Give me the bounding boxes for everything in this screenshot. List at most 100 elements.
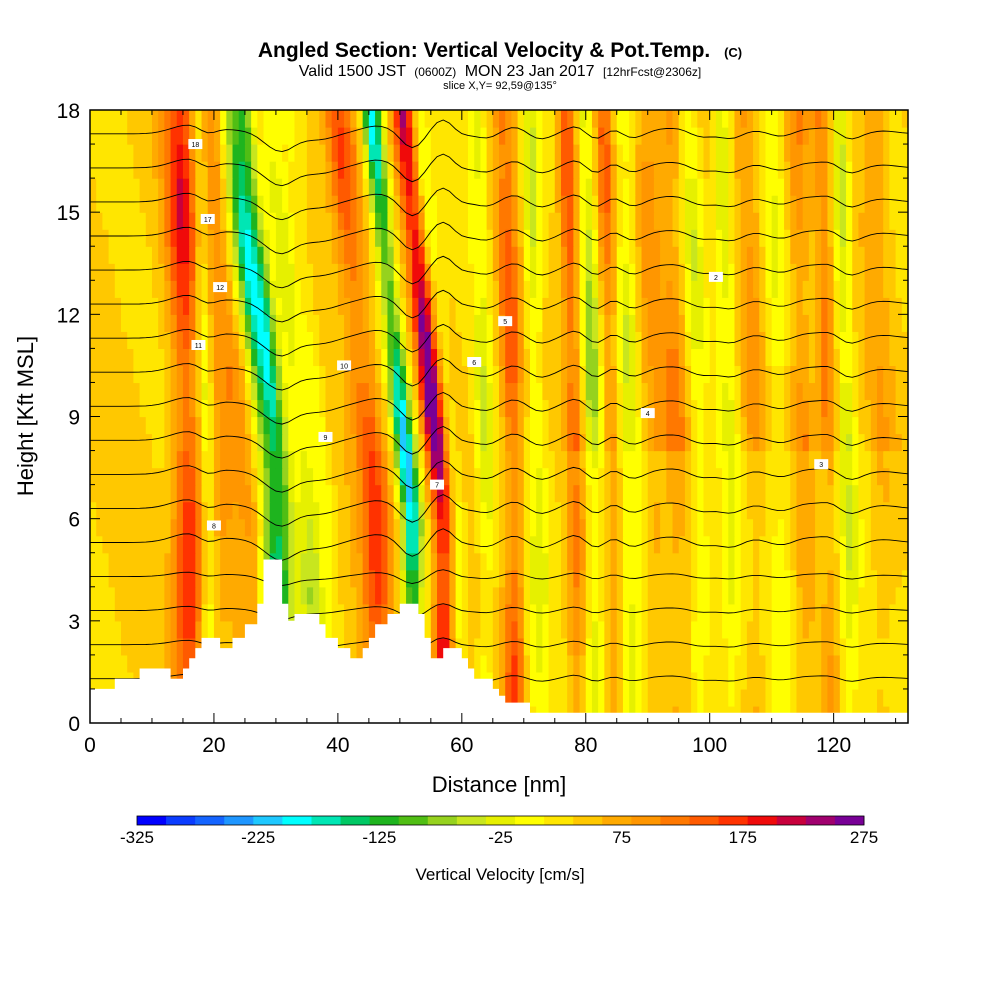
velocity-cell	[883, 263, 891, 281]
velocity-cell	[839, 416, 847, 435]
velocity-cell	[362, 178, 370, 196]
velocity-cell	[443, 144, 451, 162]
velocity-cell	[666, 297, 674, 315]
velocity-cell	[691, 671, 698, 690]
velocity-cell	[120, 399, 128, 418]
velocity-cell	[158, 569, 165, 588]
velocity-cell	[722, 484, 729, 503]
velocity-cell	[102, 569, 110, 588]
velocity-cell	[901, 603, 908, 622]
isotherm-line	[90, 357, 908, 391]
velocity-cell	[554, 195, 562, 213]
velocity-cell	[424, 144, 432, 162]
velocity-cell	[678, 365, 686, 384]
velocity-cell	[691, 450, 698, 469]
velocity-cell	[808, 246, 816, 264]
velocity-cell	[145, 501, 153, 520]
velocity-cell	[591, 178, 599, 196]
isotherm-label: 10	[340, 363, 348, 370]
velocity-cell	[511, 416, 519, 435]
velocity-cell	[734, 212, 742, 230]
velocity-cell	[244, 450, 252, 469]
velocity-cell	[536, 348, 543, 367]
velocity-cell	[337, 212, 345, 230]
velocity-cell	[647, 416, 655, 435]
isotherm-label: 8	[212, 523, 216, 530]
velocity-cell	[728, 297, 736, 315]
velocity-cell	[430, 467, 438, 486]
velocity-cell	[492, 246, 500, 264]
velocity-cell	[703, 501, 711, 520]
velocity-cell	[505, 127, 512, 145]
velocity-cell	[182, 161, 190, 179]
isotherm-label-bg	[430, 479, 445, 490]
velocity-cell	[796, 654, 804, 673]
velocity-cell	[226, 195, 234, 213]
velocity-cell	[759, 297, 767, 315]
velocity-cell	[573, 654, 581, 673]
velocity-cell	[815, 229, 822, 247]
velocity-cell	[591, 586, 599, 605]
velocity-cell	[753, 161, 760, 179]
velocity-cell	[827, 518, 835, 537]
velocity-cell	[660, 671, 667, 690]
velocity-cell	[901, 144, 908, 162]
velocity-cell	[529, 144, 537, 162]
velocity-cell	[802, 484, 810, 503]
velocity-cell	[226, 637, 234, 656]
velocity-cell	[492, 620, 500, 639]
velocity-cell	[263, 161, 271, 179]
velocity-cell	[660, 161, 667, 179]
velocity-cell	[641, 144, 649, 162]
velocity-cell	[449, 348, 457, 367]
velocity-cell	[895, 110, 903, 128]
velocity-cell	[895, 280, 903, 298]
velocity-cell	[821, 314, 829, 332]
velocity-cell	[499, 348, 506, 367]
velocity-cell	[746, 484, 754, 503]
velocity-cell	[189, 280, 196, 298]
velocity-cell	[139, 263, 147, 281]
velocity-cell	[877, 552, 884, 571]
velocity-cell	[102, 467, 110, 486]
velocity-cell	[585, 195, 593, 213]
velocity-cell	[120, 603, 128, 622]
velocity-cell	[691, 263, 698, 281]
velocity-cell	[753, 569, 760, 588]
velocity-cell	[598, 246, 605, 264]
velocity-cell	[492, 552, 500, 571]
velocity-cell	[852, 365, 860, 384]
velocity-cell	[244, 297, 252, 315]
velocity-cell	[306, 161, 314, 179]
velocity-cell	[833, 110, 841, 128]
velocity-cell	[319, 348, 327, 367]
velocity-cell	[846, 212, 853, 230]
velocity-cell	[381, 348, 389, 367]
velocity-cell	[610, 212, 618, 230]
velocity-cell	[399, 110, 407, 128]
velocity-cell	[164, 433, 172, 452]
velocity-cell	[133, 552, 141, 571]
velocity-cell	[331, 518, 339, 537]
velocity-cell	[895, 501, 903, 520]
velocity-cell	[877, 331, 884, 349]
velocity-cell	[585, 620, 593, 639]
velocity-cell	[108, 433, 116, 452]
velocity-cell	[790, 688, 798, 707]
velocity-cell	[802, 467, 810, 486]
velocity-cell	[201, 518, 209, 537]
velocity-cell	[697, 433, 705, 452]
velocity-cell	[170, 246, 178, 264]
velocity-cell	[164, 518, 172, 537]
velocity-cell	[672, 688, 680, 707]
velocity-cell	[288, 467, 296, 486]
velocity-cell	[746, 110, 754, 128]
velocity-cell	[189, 603, 196, 622]
velocity-cell	[381, 331, 389, 349]
velocity-cell	[796, 569, 804, 588]
velocity-cell	[96, 127, 103, 145]
velocity-cell	[257, 110, 265, 128]
velocity-cell	[573, 195, 581, 213]
velocity-cell	[542, 586, 550, 605]
velocity-cell	[635, 688, 643, 707]
